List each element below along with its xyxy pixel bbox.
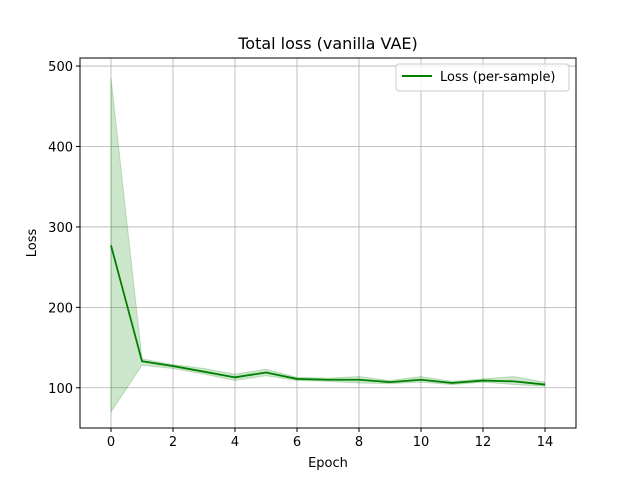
y-tick-label: 300 [48,221,73,236]
legend-box [395,63,570,92]
y-tick-label: 400 [48,140,73,155]
x-tick-label: 6 [293,435,301,450]
x-tick-label: 4 [231,435,239,450]
y-tick-label: 500 [48,60,73,75]
y-axis: 100 200 300 400 500 [48,60,80,397]
grid [80,58,576,428]
chart-title: Total loss (vanilla VAE) [237,34,418,53]
confidence-band-layer [110,78,546,414]
x-axis: 0 2 4 6 8 10 12 14 [107,428,553,450]
x-tick-label: 10 [413,435,430,450]
y-tick-label: 200 [48,301,73,316]
x-tick-label: 12 [475,435,492,450]
plot-frame [79,57,577,429]
series-line-layer [110,245,546,386]
y-tick-label: 100 [48,382,73,397]
x-axis-label: Epoch [308,456,348,471]
confidence-band-0 [110,78,546,414]
legend-label: Loss (per-sample) [440,70,556,85]
x-tick-label: 2 [169,435,177,450]
series-line-0 [110,245,546,386]
legend: Loss (per-sample) [395,63,570,92]
x-tick-label: 0 [107,435,115,450]
x-tick-label: 14 [537,435,554,450]
y-axis-label: Loss [25,229,40,258]
x-tick-label: 8 [355,435,363,450]
